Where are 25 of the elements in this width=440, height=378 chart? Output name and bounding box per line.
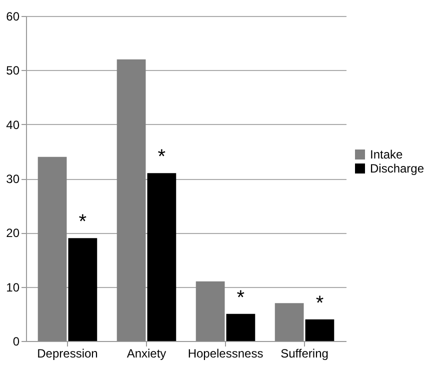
y-tick-label: 60 [6, 10, 20, 24]
x-tick-label: Anxiety [126, 346, 166, 360]
annotation: * [316, 292, 324, 314]
bar [305, 319, 334, 341]
annotation: * [78, 211, 87, 234]
bar [38, 156, 67, 341]
annotation: * [158, 146, 166, 168]
annotation: * [236, 286, 245, 309]
y-tick-label: 30 [6, 172, 20, 186]
y-tick-label: 40 [6, 118, 20, 132]
bar [196, 281, 225, 341]
bar [147, 173, 176, 341]
bar [116, 59, 146, 341]
bar [274, 303, 304, 341]
y-tick-label: 0 [12, 334, 20, 348]
x-tick-label: Depression [37, 346, 98, 360]
bar [226, 314, 256, 341]
legend-label: Intake [370, 148, 404, 162]
y-tick-label: 50 [6, 64, 20, 78]
x-tick-label: Suffering [280, 346, 328, 360]
y-tick-label: 10 [6, 280, 20, 294]
legend-label: Discharge [370, 162, 424, 176]
bar [68, 238, 98, 341]
x-tick-label: Hopelessness [188, 346, 264, 360]
y-tick-label: 20 [6, 226, 20, 240]
